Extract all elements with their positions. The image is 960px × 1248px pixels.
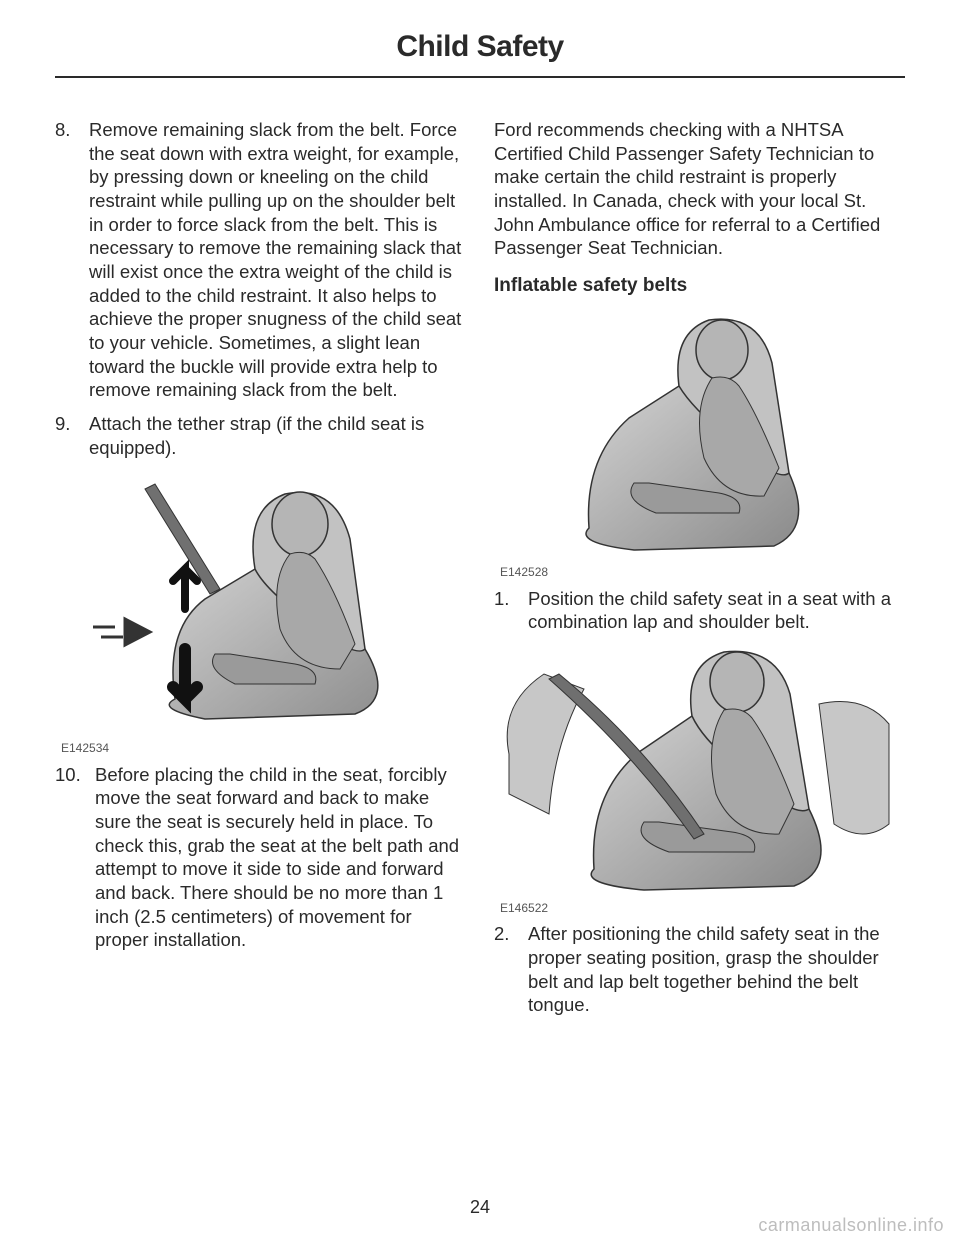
list-number: 8. xyxy=(55,118,89,402)
two-column-layout: 8. Remove remaining slack from the belt.… xyxy=(55,118,905,1027)
figure-label: E142534 xyxy=(61,741,466,756)
figure-label: E142528 xyxy=(500,565,905,580)
list-number: 1. xyxy=(494,587,528,634)
page-title: Child Safety xyxy=(55,30,905,64)
list-number: 9. xyxy=(55,412,89,459)
section-heading: Inflatable safety belts xyxy=(494,274,905,298)
right-column: Ford recommends checking with a NHTSA Ce… xyxy=(494,118,905,1027)
figure-inflatable-seat: E142528 xyxy=(494,308,905,580)
title-rule xyxy=(55,76,905,78)
list-number: 10. xyxy=(55,763,95,952)
list-text: Position the child safety seat in a seat… xyxy=(528,587,905,634)
figure-label: E146522 xyxy=(500,901,905,916)
watermark: carmanualsonline.info xyxy=(758,1215,944,1236)
figure-lap-shoulder-seat: E146522 xyxy=(494,644,905,916)
list-item-10: 10. Before placing the child in the seat… xyxy=(55,763,466,952)
list-item-9: 9. Attach the tether strap (if the child… xyxy=(55,412,466,459)
list-text: Attach the tether strap (if the child se… xyxy=(89,412,466,459)
recommendation-paragraph: Ford recommends checking with a NHTSA Ce… xyxy=(494,118,905,260)
list-item-8: 8. Remove remaining slack from the belt.… xyxy=(55,118,466,402)
list-number: 2. xyxy=(494,922,528,1017)
list-text: Before placing the child in the seat, fo… xyxy=(95,763,466,952)
list-text: Remove remaining slack from the belt. Fo… xyxy=(89,118,466,402)
list-item-1: 1. Position the child safety seat in a s… xyxy=(494,587,905,634)
figure-tether-seat: E142534 xyxy=(55,469,466,756)
list-item-2: 2. After positioning the child safety se… xyxy=(494,922,905,1017)
left-column: 8. Remove remaining slack from the belt.… xyxy=(55,118,466,1027)
list-text: After positioning the child safety seat … xyxy=(528,922,905,1017)
